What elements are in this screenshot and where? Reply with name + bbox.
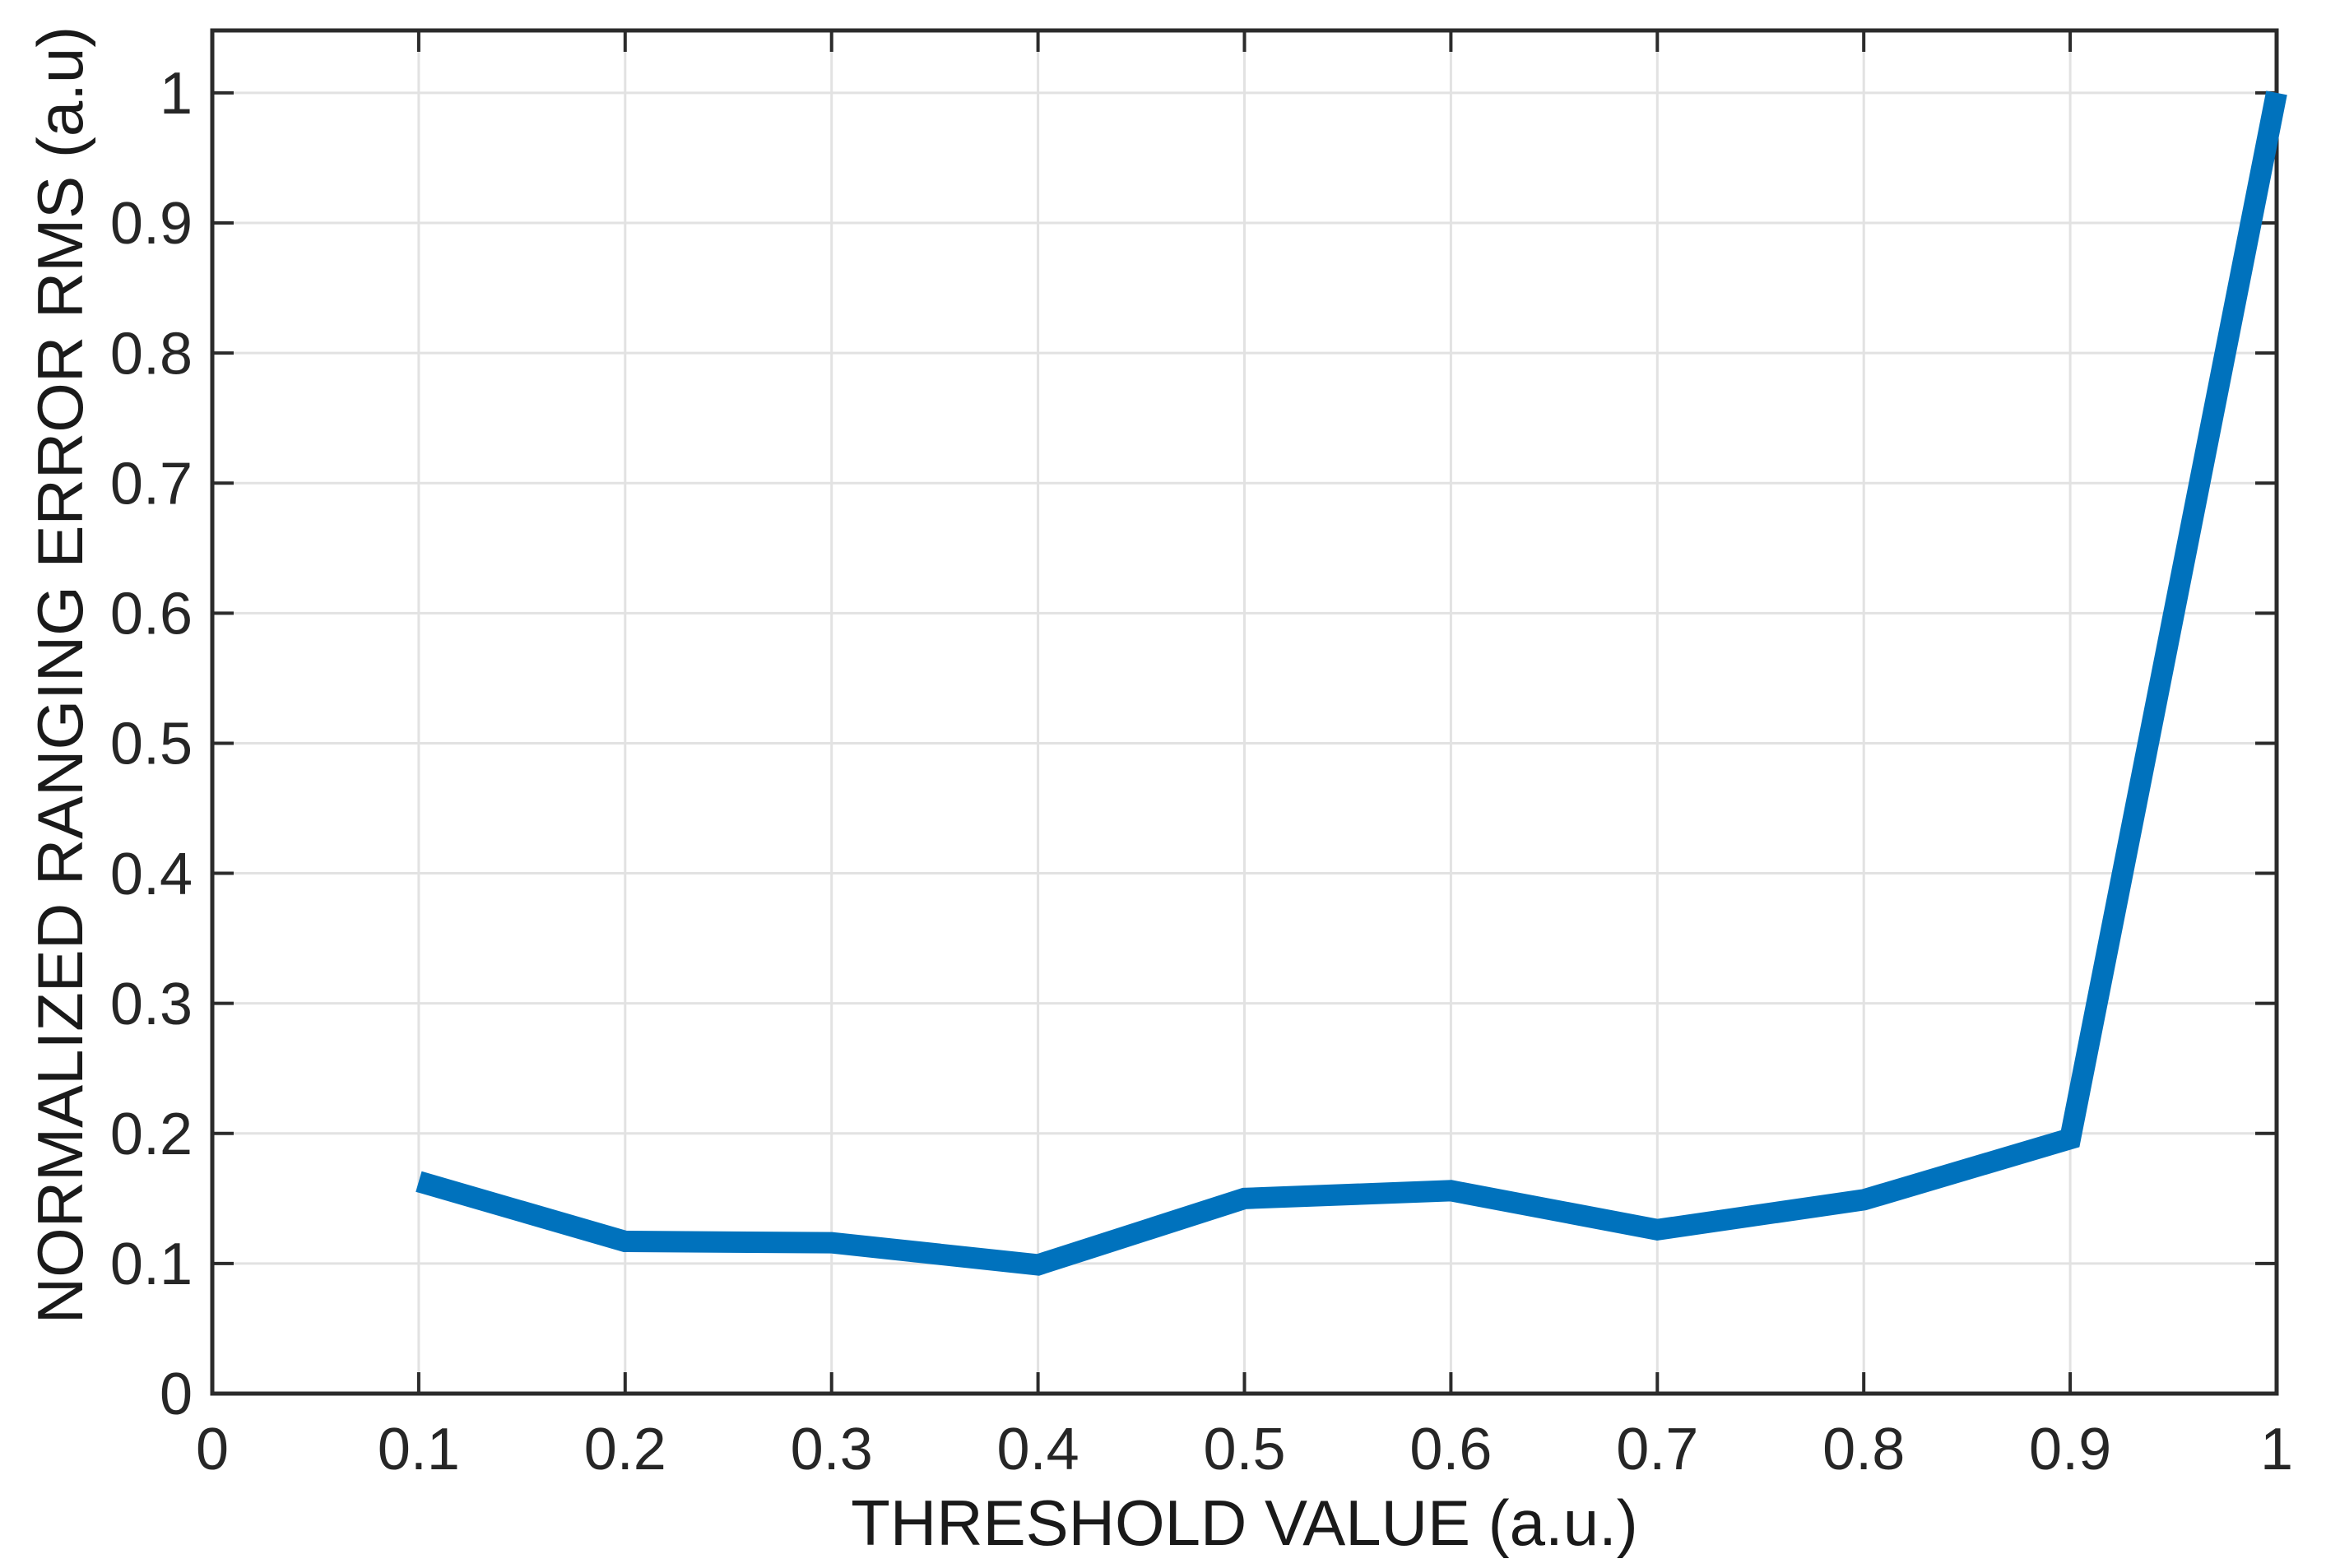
x-tick-label: 1 — [2260, 1417, 2293, 1482]
y-tick-label: 0.8 — [110, 321, 193, 387]
y-tick-label: 0.9 — [110, 191, 193, 257]
y-tick-label: 0.2 — [110, 1102, 193, 1167]
x-tick-label: 0.7 — [1616, 1417, 1698, 1482]
tick-labels: 0 0.1 0.2 0.3 0.4 0.5 0.6 0.7 0.8 0.9 1 0 0.1 0.2 0.3 0… — [110, 61, 2293, 1482]
series-line — [416, 90, 2287, 1276]
axis-ticks — [211, 30, 2278, 1395]
y-tick-label: 0.6 — [110, 582, 193, 647]
x-tick-label: 0.3 — [791, 1417, 873, 1482]
x-tick-label: 0.1 — [378, 1417, 460, 1482]
y-tick-label: 0.1 — [110, 1232, 193, 1297]
x-tick-label: 0 — [196, 1417, 229, 1482]
x-tick-label: 0.9 — [2029, 1417, 2111, 1482]
y-tick-label: 0.7 — [110, 451, 193, 517]
x-tick-label: 0.2 — [584, 1417, 666, 1482]
y-tick-label: 0.5 — [110, 712, 193, 777]
x-tick-label: 0.8 — [1822, 1417, 1905, 1482]
x-tick-label: 0.4 — [997, 1417, 1079, 1482]
y-tick-label: 1 — [160, 61, 193, 127]
y-tick-label: 0 — [160, 1362, 193, 1427]
y-tick-label: 0.3 — [110, 972, 193, 1037]
x-tick-label: 0.5 — [1203, 1417, 1285, 1482]
x-axis-label: THRESHOLD VALUE (a.u.) — [851, 1487, 1637, 1559]
x-tick-label: 0.6 — [1409, 1417, 1492, 1482]
y-tick-label: 0.4 — [110, 842, 193, 907]
y-axis-label: NORMALIZED RANGING ERROR RMS (a.u) — [24, 26, 96, 1324]
